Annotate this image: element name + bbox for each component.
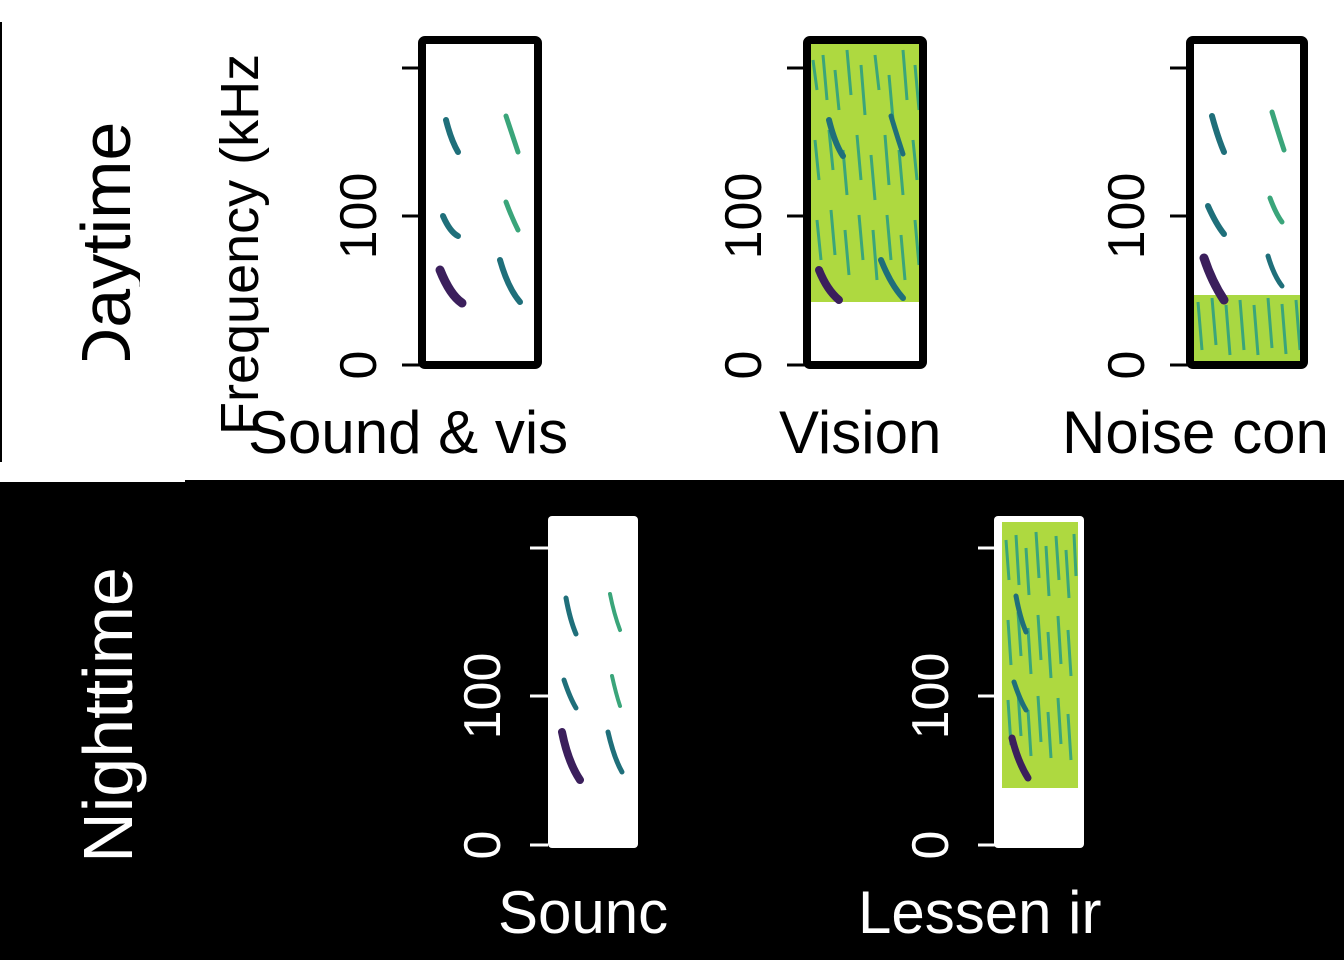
spectrogram-area bbox=[435, 113, 523, 308]
tick-label-100: 100 bbox=[1098, 173, 1156, 260]
tick-label-100: 100 bbox=[902, 653, 960, 740]
frequency-axis-label: Frequency (kHz bbox=[210, 54, 270, 435]
nighttime-row-label: Nighttime bbox=[69, 567, 147, 863]
panel-caption: Sound & vis bbox=[248, 399, 569, 466]
panel-nighttime-lessen-plot: 0 100 bbox=[902, 516, 1084, 860]
daytime-row-label: Daytime bbox=[67, 122, 140, 360]
nighttime-row: Nighttime 0 100 Sounc 0 bbox=[0, 480, 1344, 960]
panel-nighttime-sound-plot: 0 100 bbox=[454, 516, 638, 860]
panel-daytime-vision: 0 100 Vision bbox=[705, 20, 965, 480]
tick-label-100: 100 bbox=[330, 173, 388, 260]
plot-frame bbox=[803, 36, 927, 369]
panel-daytime-sound-vis: 0 100 Sound & vis bbox=[248, 20, 580, 480]
panel-caption: Noise con bbox=[1062, 399, 1329, 466]
panel-daytime-noise-con: 0 100 Noise con bbox=[1062, 20, 1344, 480]
panel-caption: Lessen ir bbox=[858, 879, 1102, 946]
tick-label-0: 0 bbox=[454, 831, 512, 860]
tick-label-100: 100 bbox=[715, 173, 773, 260]
panel-nighttime-lessen: 0 100 Lessen ir bbox=[858, 500, 1140, 960]
plot-area bbox=[548, 516, 638, 848]
panel-nighttime-sound: 0 100 Sounc bbox=[452, 500, 692, 960]
noise-field bbox=[1002, 522, 1078, 788]
tick-label-0: 0 bbox=[902, 831, 960, 860]
left-divider-line bbox=[0, 22, 2, 462]
nighttime-label-text: Nighttime bbox=[69, 567, 147, 863]
panel-daytime-vision-plot: 0 100 bbox=[715, 36, 927, 380]
row-separator-notch bbox=[0, 480, 185, 482]
plot-frame bbox=[418, 36, 542, 369]
daytime-label-text: Daytime bbox=[67, 122, 140, 360]
tick-label-100: 100 bbox=[454, 653, 512, 740]
panel-caption: Vision bbox=[779, 399, 942, 466]
tick-label-0: 0 bbox=[1098, 351, 1156, 380]
panel-daytime-noise-con-plot: 0 100 bbox=[1098, 36, 1308, 380]
low-band-noise bbox=[1192, 295, 1304, 361]
panel-daytime-sound-vis-plot: 0 100 bbox=[330, 36, 542, 380]
panel-caption: Sounc bbox=[498, 879, 669, 946]
plot-frame bbox=[1186, 36, 1308, 369]
frequency-axis-text: Frequency (kHz bbox=[210, 54, 270, 435]
noise-field bbox=[809, 42, 921, 304]
call-syllables bbox=[1199, 109, 1287, 305]
call-syllables bbox=[435, 113, 523, 308]
tick-label-0: 0 bbox=[715, 351, 773, 380]
call-syllables bbox=[558, 592, 625, 784]
tick-label-0: 0 bbox=[330, 351, 388, 380]
daytime-row: Daytime Frequency (kHz 0 100 bbox=[0, 0, 1344, 480]
